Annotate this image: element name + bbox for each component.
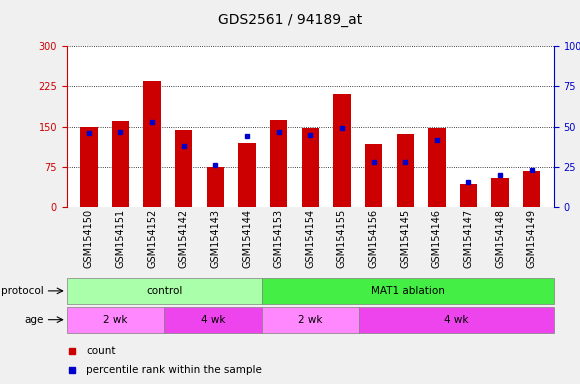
Bar (365, 144, 382, 207)
Bar (397, 134, 414, 207)
Text: GDS2561 / 94189_at: GDS2561 / 94189_at (218, 13, 362, 27)
Text: count: count (86, 346, 115, 356)
Bar (112, 121, 129, 207)
Bar (175, 131, 193, 207)
Text: control: control (146, 286, 182, 296)
Bar (238, 143, 256, 207)
Text: 2 wk: 2 wk (103, 314, 128, 325)
Bar (491, 178, 509, 207)
Text: 4 wk: 4 wk (201, 314, 225, 325)
Bar (143, 81, 161, 207)
Bar (428, 128, 445, 207)
Bar (262, 307, 359, 333)
Bar (67, 278, 262, 304)
Bar (262, 278, 554, 304)
Bar (80, 127, 97, 207)
Text: age: age (24, 314, 44, 325)
Bar (334, 94, 351, 207)
Text: percentile rank within the sample: percentile rank within the sample (86, 364, 262, 375)
Bar (164, 307, 262, 333)
Text: 4 wk: 4 wk (444, 314, 469, 325)
Bar (523, 171, 541, 207)
Bar (460, 184, 477, 207)
Bar (67, 307, 164, 333)
Text: MAT1 ablation: MAT1 ablation (371, 286, 445, 296)
Bar (270, 120, 287, 207)
Text: protocol: protocol (1, 286, 44, 296)
Bar (359, 307, 554, 333)
Text: 2 wk: 2 wk (298, 314, 322, 325)
Bar (206, 167, 224, 207)
Bar (302, 128, 319, 207)
